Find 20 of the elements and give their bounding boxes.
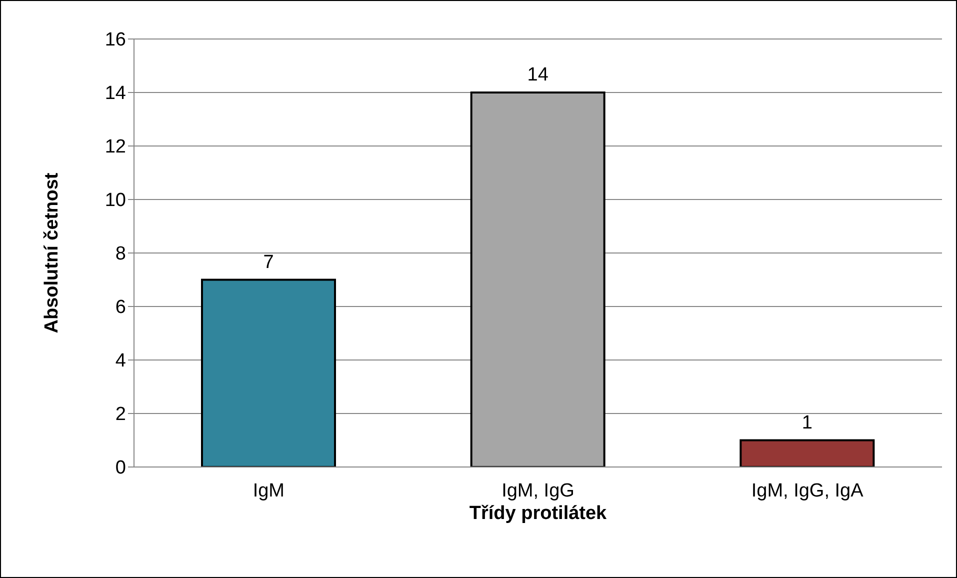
bar [201,278,336,467]
x-tick-label: IgM [252,480,285,502]
y-tick-label: 12 [104,136,126,158]
y-tick-label: 8 [115,244,126,265]
y-axis-title: Absolutní četnost [42,172,63,334]
y-tick-label: 0 [115,458,126,479]
y-tick-label: 4 [115,350,126,372]
y-tick-label: 14 [104,83,126,104]
data-label: 14 [527,64,549,86]
data-label: 7 [263,252,274,273]
y-tick-label: 6 [115,297,126,318]
y-tick-label: 2 [115,404,126,426]
y-tick-label: 10 [104,190,126,212]
x-tick-label: IgM, IgG, IgA [751,480,864,502]
x-tick-label: IgM, IgG [502,480,574,502]
bar [740,439,875,467]
data-label: 1 [802,412,812,434]
y-tick-label: 16 [104,30,126,51]
x-axis-title: Třídy protilátek [469,503,608,524]
bar [470,92,606,467]
